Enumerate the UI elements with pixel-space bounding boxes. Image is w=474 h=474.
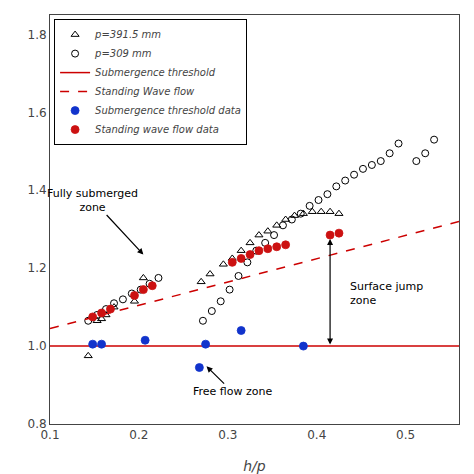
svg-text:p=391.5 mm: p=391.5 mm [94,29,161,40]
svg-text:0.5: 0.5 [396,428,415,442]
svg-text:Free flow zone: Free flow zone [193,385,272,398]
svg-text:0.2: 0.2 [129,428,148,442]
svg-text:0.4: 0.4 [307,428,326,442]
svg-text:1.6: 1.6 [28,106,47,120]
svg-text:Submergence threshold data: Submergence threshold data [95,105,241,116]
svg-text:p=309 mm: p=309 mm [94,48,152,59]
svg-text:1.8: 1.8 [28,28,47,42]
svg-text:1.4: 1.4 [28,183,47,197]
svg-text:Fully submergedzone: Fully submergedzone [47,187,138,214]
svg-text:Standing Wave flow: Standing Wave flow [95,86,195,97]
svg-text:Surface jumpzone: Surface jumpzone [350,280,423,307]
svg-text:1.2: 1.2 [28,261,47,275]
svg-text:0.3: 0.3 [218,428,237,442]
svg-text:Submergence threshold: Submergence threshold [95,67,216,78]
svg-text:h/p: h/p [243,458,266,474]
svg-text:1.0: 1.0 [28,339,47,353]
svg-text:Standing wave flow data: Standing wave flow data [95,124,219,135]
svg-text:0.1: 0.1 [40,428,59,442]
svg-text:0.8: 0.8 [28,417,47,431]
